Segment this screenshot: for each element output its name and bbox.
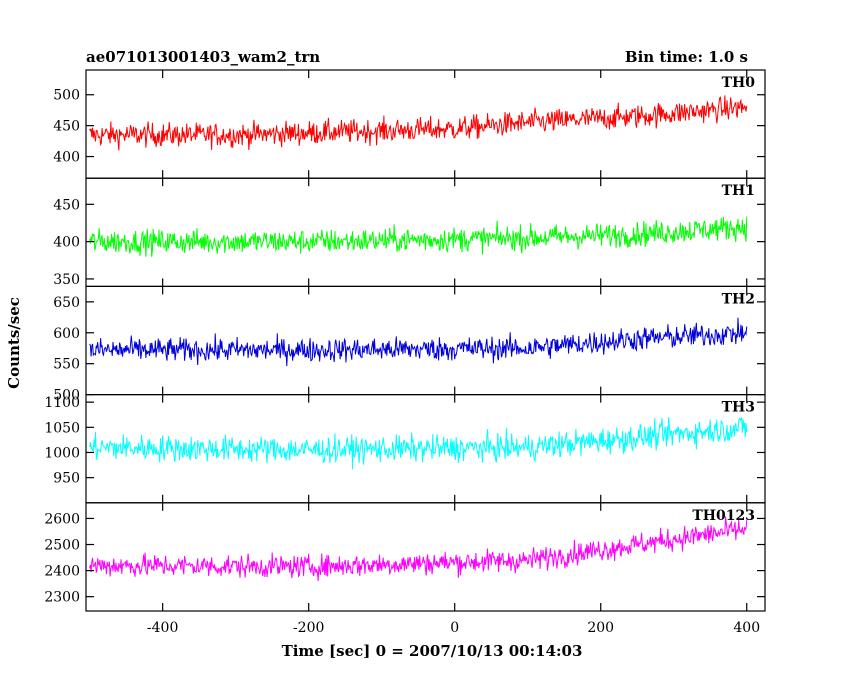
series-line-th2	[89, 317, 748, 367]
y-tick-label: 500	[53, 388, 80, 404]
y-tick-label: 450	[53, 197, 80, 213]
x-tick-label: -400	[147, 620, 178, 636]
y-tick-label: 500	[53, 88, 80, 104]
panel-label-th2: TH2	[722, 291, 755, 307]
panel-frame	[85, 502, 766, 612]
y-axis-label: Counts/sec	[5, 297, 23, 389]
y-tick-label: 2500	[44, 538, 80, 554]
y-tick-label: 600	[53, 326, 80, 342]
x-tick-label: 200	[587, 620, 614, 636]
panel-group: 400 450 500 TH0 350 400 450 TH1 500 550 600 650 TH2 9…	[44, 69, 766, 636]
y-tick-label: 950	[53, 471, 80, 487]
chart-title: ae071013001403_wam2_trn	[86, 48, 320, 66]
y-tick-label: 1100	[44, 395, 80, 411]
series-line-th3	[89, 417, 748, 470]
y-tick-label: 400	[53, 150, 80, 166]
y-tick-label: 450	[53, 119, 80, 135]
panel-frame	[85, 285, 766, 396]
series-line-th0123	[89, 516, 748, 581]
y-tick-label: 2600	[44, 511, 80, 527]
y-tick-label: 2400	[44, 564, 80, 580]
y-tick-label: 400	[53, 235, 80, 251]
panel-label-th3: TH3	[722, 400, 755, 416]
x-tick-label: 0	[450, 620, 459, 636]
panel-label-th0: TH0	[722, 75, 756, 91]
y-tick-label: 2300	[44, 590, 80, 606]
x-axis-label: Time [sec] 0 = 2007/10/13 00:14:03	[282, 642, 583, 660]
panel-label-th0123: TH0123	[692, 508, 755, 524]
y-tick-label: 350	[53, 272, 80, 288]
series-line-th1	[89, 216, 748, 257]
bin-time-label: Bin time: 1.0 s	[625, 48, 748, 66]
panel-frame	[85, 177, 766, 287]
x-tick-label: -200	[293, 620, 324, 636]
y-tick-label: 550	[53, 357, 80, 373]
x-tick-label: 400	[733, 620, 760, 636]
y-tick-label: 1000	[44, 445, 80, 461]
y-tick-label: 650	[53, 295, 80, 311]
y-tick-label: 1050	[44, 420, 80, 436]
series-line-th0	[89, 95, 748, 151]
panel-label-th1: TH1	[722, 183, 755, 199]
